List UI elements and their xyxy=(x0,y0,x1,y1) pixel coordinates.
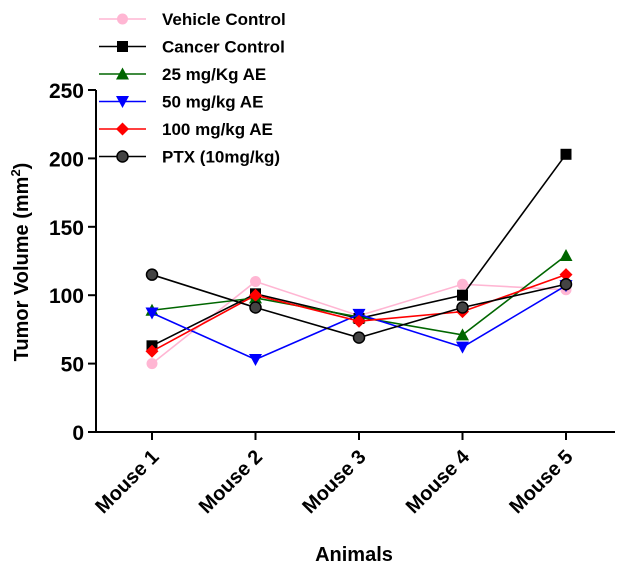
data-point xyxy=(456,328,469,341)
y-axis-label-main: Tumor Volume (mm xyxy=(11,177,33,362)
y-ticks: 0 50 100 150 200 250 xyxy=(49,80,96,445)
legend-label: Vehicle Control xyxy=(162,10,286,29)
x-ticks: Mouse 1 Mouse 2 Mouse 3 Mouse 4 Mouse 5 xyxy=(91,432,578,518)
legend-label: PTX (10mg/kg) xyxy=(162,148,280,167)
y-tick-label: 150 xyxy=(49,217,84,240)
data-point xyxy=(456,301,469,314)
data-point xyxy=(352,331,366,344)
data-point xyxy=(145,344,159,358)
x-tick-label: Mouse 1 xyxy=(91,446,163,518)
data-point xyxy=(249,288,262,302)
legend-label: Cancer Control xyxy=(162,38,285,57)
x-tick-label: Mouse 4 xyxy=(402,445,475,518)
legend-marker xyxy=(116,122,129,136)
x-axis-label: Animals xyxy=(315,544,393,566)
series-line xyxy=(151,273,567,339)
data-point xyxy=(456,341,469,354)
legend-marker xyxy=(116,150,129,163)
data-point xyxy=(559,268,573,282)
y-tick-label: 0 xyxy=(72,422,84,445)
legend-label: 50 mg/kg AE xyxy=(162,93,263,112)
legend-marker xyxy=(116,96,129,108)
series-layer xyxy=(145,148,573,370)
data-point xyxy=(249,353,262,366)
data-point xyxy=(559,278,573,291)
data-point xyxy=(145,268,159,281)
legend-marker xyxy=(117,41,128,52)
x-tick-label: Mouse 3 xyxy=(298,446,370,518)
legend-item: Vehicle Control xyxy=(99,10,286,29)
legend-item: 100 mg/kg AE xyxy=(99,120,273,139)
y-tick-label: 50 xyxy=(61,354,84,377)
y-axis-label-close: ) xyxy=(11,163,33,170)
data-point xyxy=(457,289,468,301)
legend-label: 100 mg/kg AE xyxy=(162,120,273,139)
legend-item: 25 mg/Kg AE xyxy=(99,65,266,84)
y-axis-label: Tumor Volume (mm2) xyxy=(8,163,33,362)
data-point xyxy=(249,301,262,314)
data-point xyxy=(352,314,366,328)
y-tick-label: 250 xyxy=(49,80,84,103)
legend: Vehicle Control Cancer Control 25 mg/Kg AE… xyxy=(99,10,286,167)
data-point xyxy=(146,358,158,370)
data-point xyxy=(457,278,468,290)
data-point xyxy=(250,276,261,288)
legend-marker xyxy=(117,13,128,25)
legend-label: 25 mg/Kg AE xyxy=(162,65,266,84)
x-tick-label: Mouse 5 xyxy=(505,446,577,518)
y-axis-label-superscript: 2 xyxy=(8,169,23,176)
series-6 xyxy=(145,268,573,344)
data-point xyxy=(560,148,572,160)
axes xyxy=(95,90,615,433)
legend-marker xyxy=(116,67,129,80)
data-point xyxy=(559,249,573,262)
x-tick-label: Mouse 2 xyxy=(195,446,267,518)
data-point xyxy=(145,307,159,320)
legend-item: 50 mg/kg AE xyxy=(99,93,263,112)
y-tick-label: 200 xyxy=(49,148,84,171)
y-tick-label: 100 xyxy=(49,285,84,308)
legend-item: PTX (10mg/kg) xyxy=(99,148,280,167)
legend-item: Cancer Control xyxy=(99,38,285,57)
